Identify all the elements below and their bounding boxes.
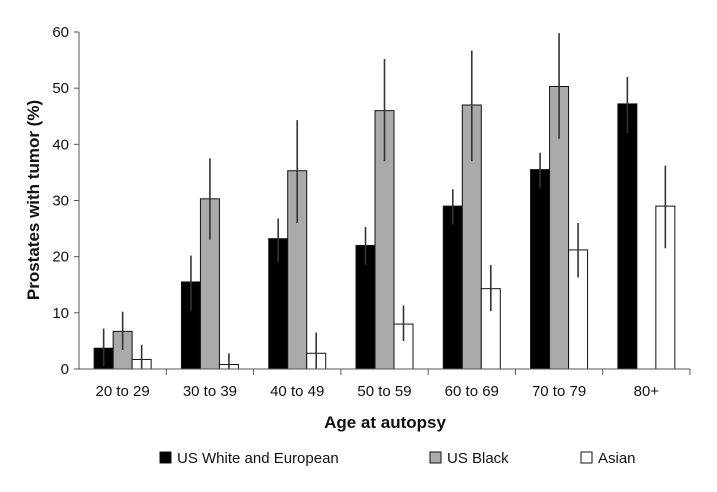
legend-label: US White and European xyxy=(177,450,339,467)
x-tick-label: 80+ xyxy=(634,383,660,400)
y-tick-label: 40 xyxy=(52,136,69,153)
x-tick-label: 20 to 29 xyxy=(96,383,150,400)
legend-label: Asian xyxy=(598,450,636,467)
bar-us-white-european xyxy=(442,205,463,370)
y-tick-label: 60 xyxy=(52,24,69,41)
bar-us-white-european xyxy=(617,103,638,370)
x-axis-title: Age at autopsy xyxy=(324,413,446,432)
legend-label: US Black xyxy=(447,450,509,467)
legend: US White and European US Black Asian xyxy=(159,450,636,467)
legend-swatch-us-black xyxy=(429,451,442,464)
x-tick-label: 70 to 79 xyxy=(532,383,586,400)
legend-swatch-asian xyxy=(580,451,593,464)
bar-us-white-european xyxy=(530,169,551,370)
x-tick-label: 50 to 59 xyxy=(357,383,411,400)
plot-area: 0 10 20 30 40 50 60 20 to 29 30 to 39 40 to 49 50 … xyxy=(52,24,691,400)
x-tick-label: 40 to 49 xyxy=(270,383,324,400)
x-tick-label: 30 to 39 xyxy=(183,383,237,400)
y-tick-label: 20 xyxy=(52,249,69,266)
y-tick-label: 50 xyxy=(52,80,69,97)
legend-swatch-us-white-european xyxy=(159,451,172,464)
y-tick-label: 10 xyxy=(52,305,69,322)
x-tick-label: 60 to 69 xyxy=(445,383,499,400)
y-tick-label: 30 xyxy=(52,193,69,210)
y-axis-title: Prostates with tumor (%) xyxy=(24,100,43,300)
y-tick-label: 0 xyxy=(61,361,69,378)
